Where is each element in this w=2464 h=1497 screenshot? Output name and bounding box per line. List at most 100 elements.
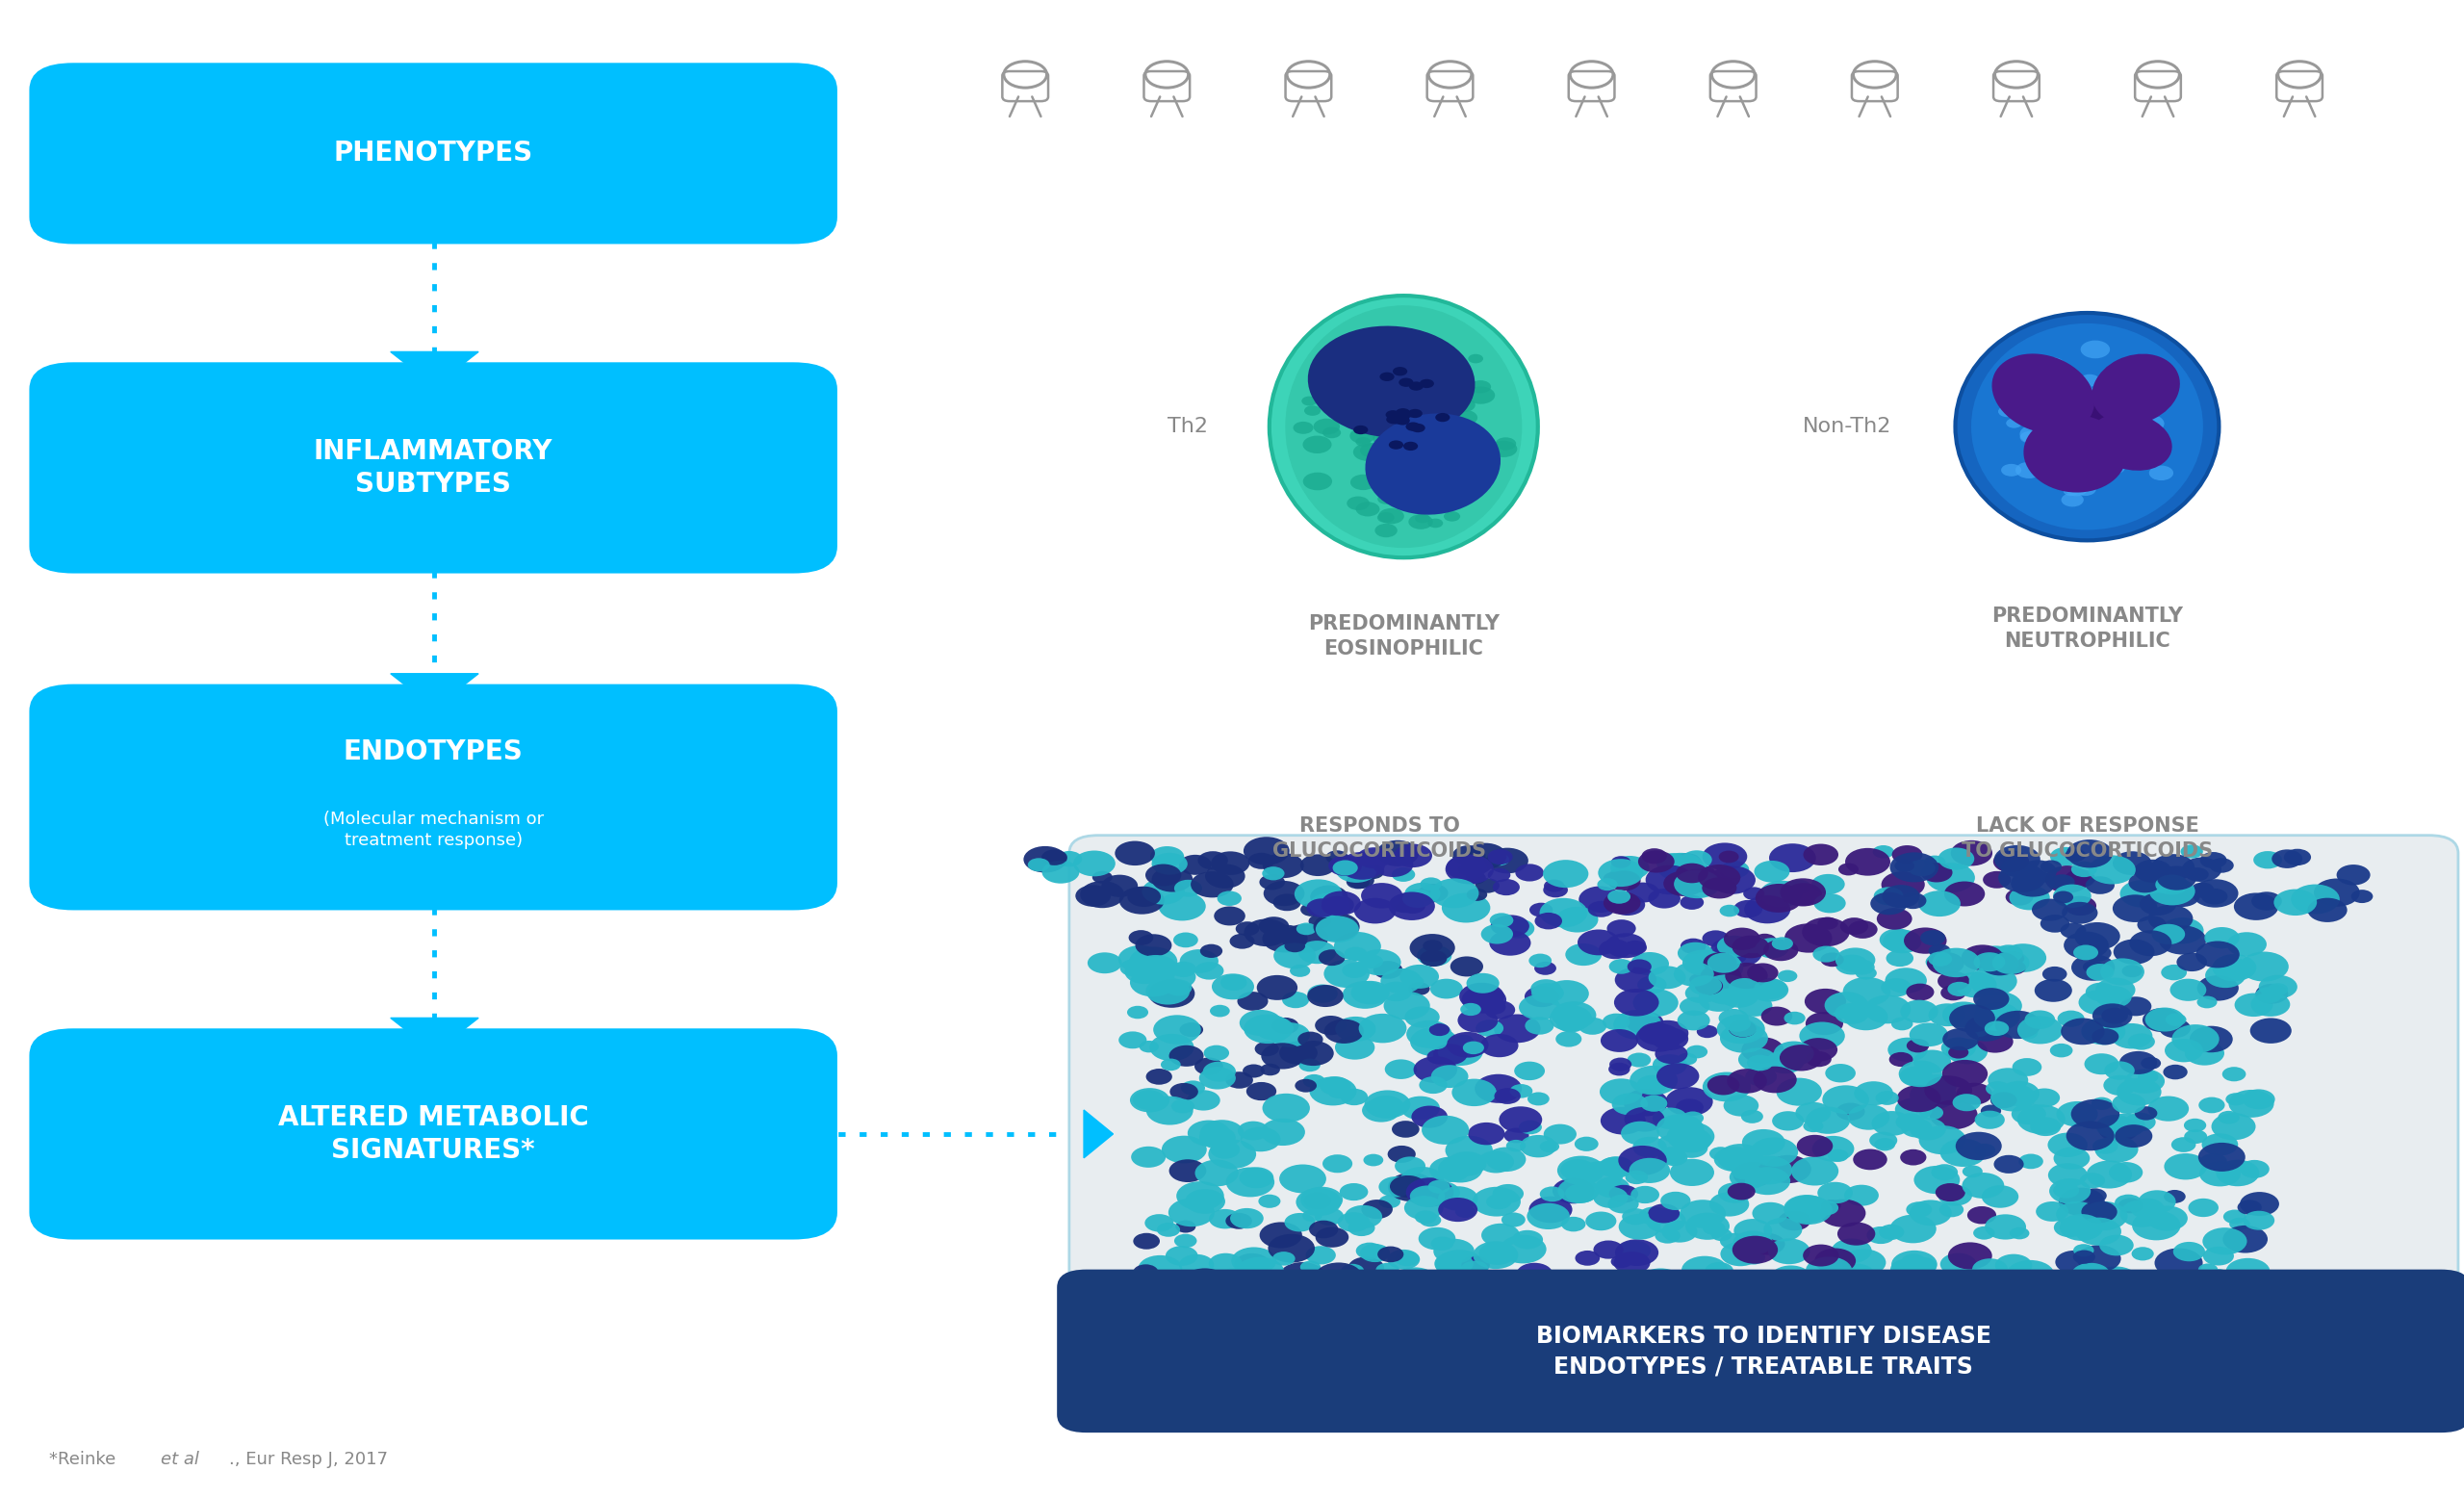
Text: BIOMARKERS TO IDENTIFY DISEASE
ENDOTYPES / TREATABLE TRAITS: BIOMARKERS TO IDENTIFY DISEASE ENDOTYPES… [1535,1325,1991,1377]
Circle shape [1890,1259,1927,1280]
Circle shape [1915,1166,1959,1195]
Circle shape [2129,1033,2156,1049]
Circle shape [1491,440,1518,457]
Ellipse shape [1956,313,2220,540]
Polygon shape [392,1018,478,1052]
Circle shape [1358,949,1402,976]
Circle shape [2117,1078,2161,1106]
Circle shape [2075,430,2104,449]
Circle shape [1924,1076,1971,1105]
Circle shape [1165,1246,1198,1266]
Circle shape [1185,1323,1217,1341]
Circle shape [1225,1213,1252,1229]
Circle shape [1676,1322,1708,1341]
Circle shape [1821,1199,1865,1228]
Circle shape [1545,879,1565,892]
Circle shape [1639,850,1676,873]
Circle shape [1227,1168,1274,1198]
Circle shape [1210,1210,1242,1229]
Circle shape [1308,915,1331,928]
Circle shape [1234,1323,1274,1346]
Circle shape [1710,1228,1732,1241]
Circle shape [1303,1192,1331,1210]
Circle shape [1264,880,1303,906]
Circle shape [2099,1235,2134,1256]
Circle shape [1636,1075,1668,1094]
Circle shape [1680,895,1703,910]
Circle shape [1328,855,1363,876]
Circle shape [1636,1268,1683,1296]
Circle shape [1404,976,1424,988]
Circle shape [2001,858,2030,877]
Circle shape [1907,1039,1929,1052]
Circle shape [1129,930,1153,945]
Circle shape [1717,1009,1749,1027]
Circle shape [1749,1234,1784,1254]
Circle shape [1409,934,1456,961]
Circle shape [1981,1105,2001,1117]
Circle shape [2235,892,2279,921]
Circle shape [1897,1085,1942,1112]
Circle shape [2198,996,2218,1009]
Circle shape [1562,1217,1587,1232]
Circle shape [1892,1250,1937,1278]
Circle shape [1974,1226,1996,1240]
Circle shape [1611,856,1648,880]
Circle shape [2018,1105,2065,1135]
Circle shape [2055,1250,2092,1274]
Circle shape [1636,976,1666,994]
Circle shape [2035,979,2072,1001]
Circle shape [1138,1295,1165,1311]
Circle shape [1437,1250,1483,1280]
Circle shape [1769,1265,1811,1290]
Circle shape [1929,1100,1979,1129]
Circle shape [1661,1192,1690,1210]
Circle shape [2171,1024,2220,1054]
Circle shape [1279,1262,1326,1290]
Circle shape [1609,1186,1639,1204]
Circle shape [1392,1296,1427,1316]
Circle shape [1380,373,1395,382]
Circle shape [2205,1293,2247,1320]
Circle shape [1875,1314,1915,1338]
Circle shape [1855,967,1878,979]
Circle shape [2156,874,2188,895]
Circle shape [1619,1275,1639,1289]
Circle shape [1890,1052,1912,1067]
Circle shape [1427,481,1444,493]
Circle shape [1762,1006,1791,1025]
Circle shape [1673,870,1720,898]
Circle shape [1400,898,1424,913]
Circle shape [2166,1039,2203,1063]
Circle shape [1345,1205,1382,1228]
Circle shape [1611,1093,1648,1115]
Circle shape [1680,868,1722,892]
Circle shape [1419,1214,1441,1228]
Circle shape [2092,1266,2139,1295]
Circle shape [1503,919,1535,939]
Circle shape [1703,975,1749,1004]
Circle shape [1530,979,1562,998]
Circle shape [1249,853,1274,870]
Circle shape [1353,443,1382,461]
Circle shape [2033,898,2067,921]
Circle shape [1377,507,1404,524]
Circle shape [1446,855,1493,885]
Circle shape [1459,1007,1498,1033]
Circle shape [1971,1259,2008,1280]
Circle shape [1170,961,1198,978]
Circle shape [1439,1186,1478,1211]
Circle shape [1597,879,1619,891]
Circle shape [1321,895,1355,915]
Circle shape [1607,870,1641,891]
Circle shape [2200,888,2227,904]
Circle shape [1703,1222,1725,1235]
Circle shape [1506,1139,1525,1151]
Ellipse shape [1308,326,1476,437]
Circle shape [2240,952,2289,982]
Circle shape [1195,1319,1217,1332]
Circle shape [2080,1172,2104,1189]
Circle shape [1173,1280,1202,1298]
Circle shape [1395,1325,1434,1349]
Circle shape [1791,1157,1838,1186]
